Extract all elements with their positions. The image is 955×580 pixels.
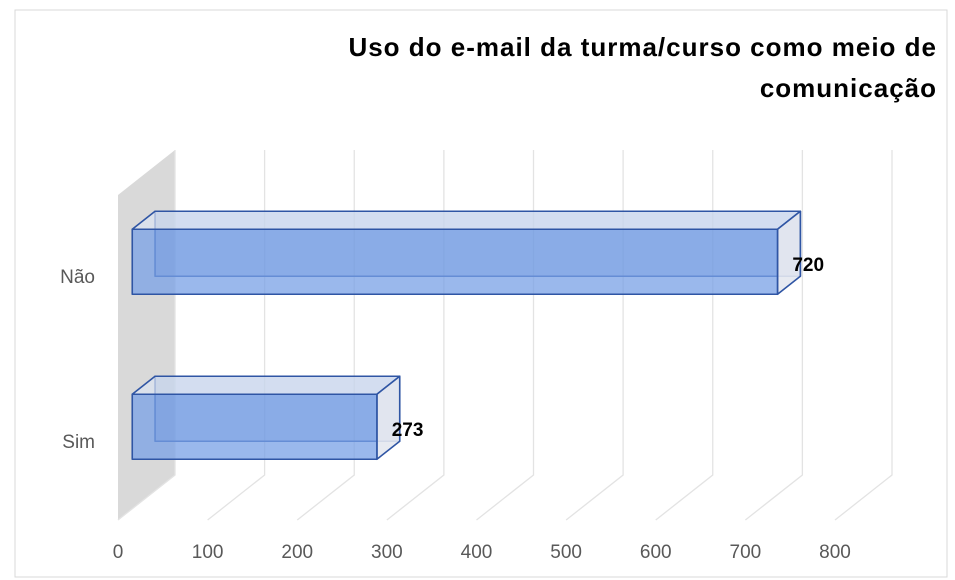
bar-front bbox=[131, 228, 779, 296]
chart-title: Uso do e-mail da turma/curso como meio d… bbox=[348, 32, 937, 103]
x-tick-label: 300 bbox=[371, 542, 403, 563]
side-wall bbox=[118, 150, 175, 520]
y-tick-label: Sim bbox=[62, 432, 95, 453]
bar-top bbox=[131, 210, 802, 231]
x-tick-label: 500 bbox=[550, 542, 582, 563]
x-tick-label: 100 bbox=[192, 542, 224, 563]
x-tick-label: 800 bbox=[819, 542, 851, 563]
grid-line bbox=[386, 150, 445, 521]
x-tick-label: 700 bbox=[730, 542, 762, 563]
x-tick-label: 0 bbox=[113, 542, 124, 563]
bar bbox=[131, 210, 802, 296]
bar-top bbox=[131, 375, 401, 396]
x-tick-label: 400 bbox=[461, 542, 493, 563]
grid-line bbox=[834, 150, 893, 521]
grid-line bbox=[744, 150, 804, 521]
chart-border bbox=[14, 9, 948, 578]
x-tick-label: 200 bbox=[281, 542, 313, 563]
grid-line bbox=[207, 150, 266, 521]
x-tick-label: 600 bbox=[640, 542, 672, 563]
grid-line bbox=[296, 150, 355, 521]
data-label: 273 bbox=[392, 420, 424, 441]
bar-front bbox=[131, 393, 378, 461]
grid-line bbox=[565, 150, 624, 521]
data-label: 720 bbox=[792, 255, 824, 276]
y-tick-label: Não bbox=[60, 267, 95, 288]
grid-line bbox=[655, 150, 714, 521]
grid-line bbox=[476, 150, 535, 521]
bar bbox=[131, 375, 401, 461]
